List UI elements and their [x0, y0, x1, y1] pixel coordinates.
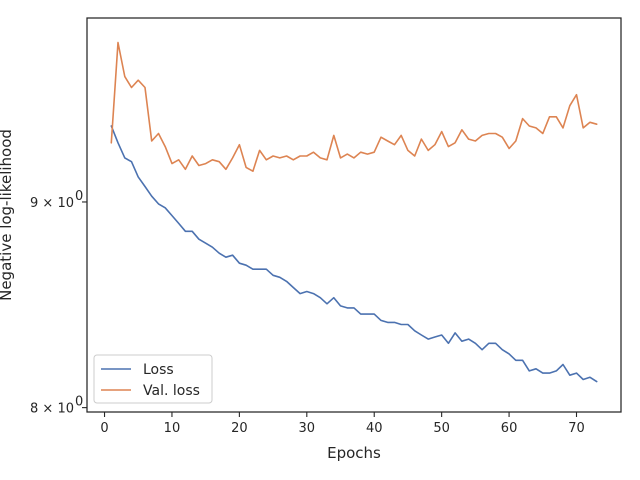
x-tick-label: 20	[231, 421, 248, 436]
series-layer	[110, 41, 598, 383]
x-tick-label: 70	[568, 421, 585, 436]
y-tick-exponent: 0	[75, 189, 83, 204]
y-tick-exponent: 0	[75, 395, 83, 410]
x-tick-label: 40	[366, 421, 383, 436]
y-axis-ticks: 8 × 10 09 × 10 0	[30, 189, 87, 417]
series-line-loss	[110, 125, 598, 383]
y-axis-title: Negative log-likelihood	[0, 129, 15, 301]
plot-area	[87, 18, 621, 412]
x-tick-label: 0	[100, 421, 108, 436]
plot-frame	[86, 17, 622, 413]
x-tick-label: 30	[299, 421, 316, 436]
x-axis-title: Epochs	[327, 444, 381, 462]
legend: Loss Val. loss	[93, 354, 213, 404]
legend-label-val-loss: Val. loss	[143, 383, 200, 399]
y-tick-label: 8 × 10	[30, 402, 74, 417]
legend-box	[93, 354, 213, 404]
x-tick-label: 50	[433, 421, 450, 436]
series-line-val-loss	[110, 41, 598, 172]
x-tick-label: 10	[164, 421, 181, 436]
x-axis-ticks: 0 10 20 30 40 50 60 70	[100, 412, 585, 436]
x-tick-label: 60	[501, 421, 518, 436]
y-tick-label: 9 × 10	[30, 196, 74, 211]
legend-label-loss: Loss	[143, 362, 174, 378]
